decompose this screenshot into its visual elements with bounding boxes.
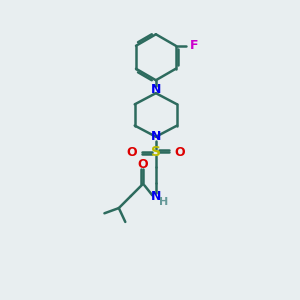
Text: H: H <box>159 196 168 206</box>
Text: O: O <box>175 146 185 159</box>
Text: S: S <box>151 145 161 159</box>
Text: N: N <box>151 82 161 95</box>
Text: O: O <box>138 158 148 171</box>
Text: F: F <box>190 39 198 52</box>
Text: N: N <box>151 130 161 143</box>
Text: N: N <box>151 190 161 203</box>
Text: O: O <box>126 146 137 159</box>
